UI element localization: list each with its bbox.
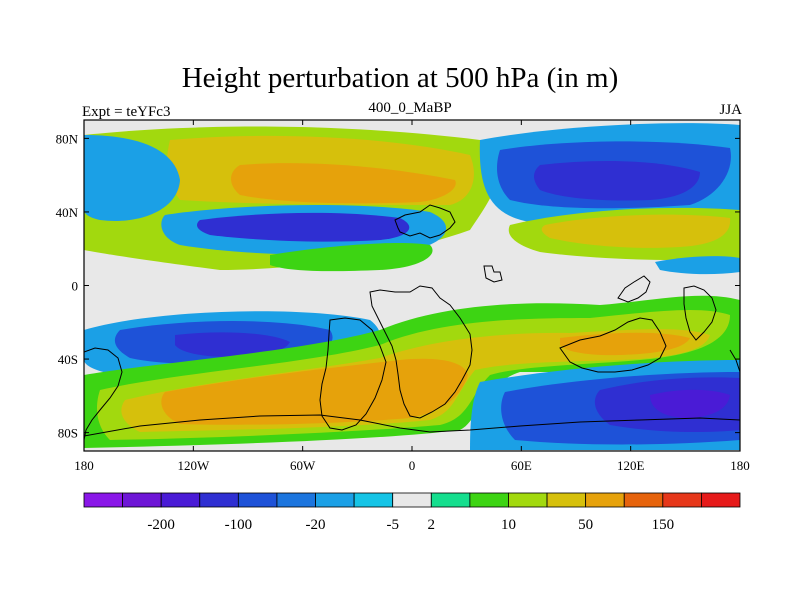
y-tick-label: 80S (58, 426, 78, 441)
coastline-antarctic (84, 414, 740, 437)
axis-ticks: 180 120W 60W 0 60E 120E 180 80N 40N 0 40S 80S (56, 120, 750, 473)
coastline-pacific-islands (683, 285, 717, 341)
x-tick-label: 120W (177, 458, 210, 473)
colorbar-swatch (546, 492, 587, 508)
coastline-north-africa (394, 204, 456, 239)
period-label: 400_0_MaBP (368, 100, 452, 116)
x-tick-label: 180 (74, 458, 94, 473)
colorbar-swatch (701, 492, 741, 508)
colorbar-label: -200 (147, 517, 175, 533)
sh-east-trough-purple (650, 389, 730, 418)
colorbar-label: -20 (306, 517, 326, 533)
colorbar-swatch (585, 492, 625, 508)
colorbar-swatch (353, 492, 394, 508)
sh-ridge-orange-west (161, 358, 469, 425)
x-tick-label: 60E (511, 458, 532, 473)
colorbar-swatch (469, 492, 509, 508)
coastline-southern-america-tip (84, 347, 123, 441)
colorbar: -200 -100 -20 -5 2 10 50 150 (83, 492, 741, 533)
coastline-layer (84, 204, 740, 441)
nh-west-ridge-orange (231, 163, 456, 204)
x-tick-label: 0 (409, 458, 416, 473)
colorbar-swatch (237, 492, 278, 508)
sh-west-trough-deepblue (175, 332, 290, 357)
colorbar-label: -100 (225, 517, 253, 533)
coastline-south-america (319, 317, 387, 431)
colorbar-swatch (199, 492, 239, 508)
colorbar-swatch (122, 492, 162, 508)
nh-blue-trough-cyan (84, 135, 180, 221)
coastline-arabia (483, 265, 503, 283)
y-tick-label: 80N (56, 131, 79, 146)
nh-east-trough-deepblue (534, 160, 700, 201)
coastline-indonesia (617, 275, 651, 303)
colorbar-swatch (508, 492, 548, 508)
x-tick-label: 60W (290, 458, 316, 473)
season-label: JJA (719, 102, 742, 118)
colorbar-swatch (430, 492, 471, 508)
colorbar-swatch (276, 492, 316, 508)
colorbar-label: -5 (386, 517, 399, 533)
page-title: Height perturbation at 500 hPa (in m) (181, 62, 619, 94)
colorbar-swatch (392, 492, 432, 508)
coastline-africa (369, 285, 473, 419)
nh-east-ridge-yellow (541, 214, 731, 248)
colorbar-label: 150 (652, 517, 675, 533)
contour-fill-layer (84, 123, 740, 450)
colorbar-swatch (623, 492, 664, 508)
sh-ridge-orange-east (560, 332, 690, 356)
colorbar-swatch (315, 492, 355, 508)
colorbar-label: 50 (578, 517, 593, 533)
colorbar-swatch (83, 492, 123, 508)
colorbar-label: 2 (428, 517, 436, 533)
nh-subtrop-green (270, 243, 433, 272)
coastline-australia (559, 317, 667, 373)
nh-east-trough-small-cyan (655, 256, 740, 275)
experiment-label: Expt = teYFc3 (82, 104, 171, 120)
y-tick-label: 0 (72, 279, 79, 294)
coastline-east-edge (729, 349, 740, 385)
x-tick-label: 180 (730, 458, 750, 473)
nh-west-trough-blue (197, 212, 410, 242)
x-tick-label: 120E (617, 458, 645, 473)
colorbar-swatch (160, 492, 201, 508)
colorbar-label: 10 (501, 517, 516, 533)
y-tick-label: 40S (58, 352, 78, 367)
y-tick-label: 40N (56, 205, 79, 220)
colorbar-swatch (662, 492, 702, 508)
